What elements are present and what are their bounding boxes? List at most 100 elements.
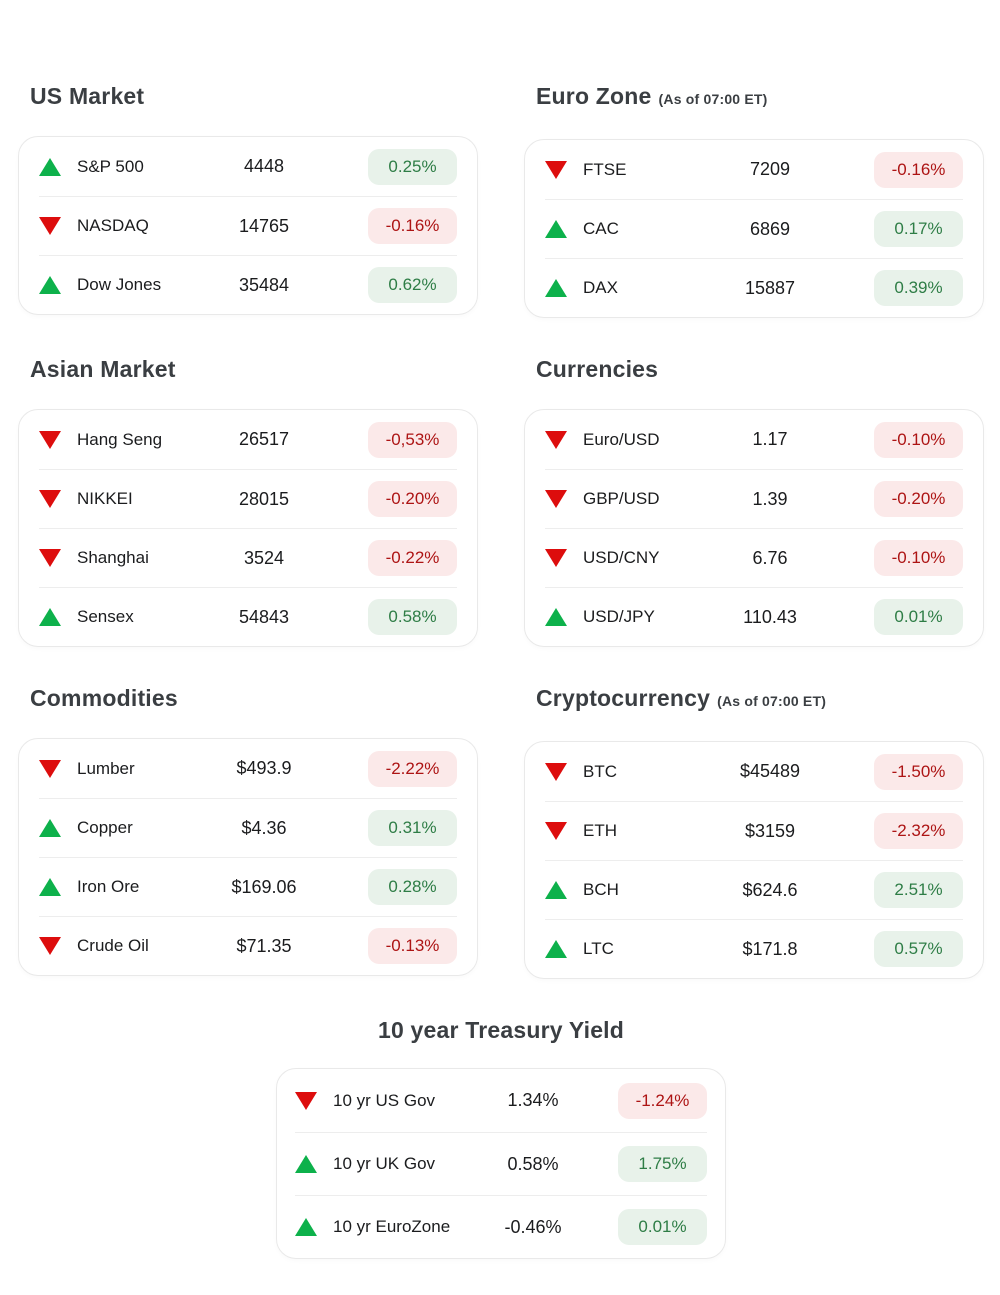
instrument-label: Lumber <box>77 758 135 778</box>
change-badge: -0.13% <box>368 928 457 964</box>
down-triangle-icon <box>545 160 567 179</box>
section-us-market: US Market S&P 500 4448 0.25% NASDAQ 1476… <box>18 82 478 318</box>
section-asian-market: Asian Market Hang Seng 26517 -0,53% NIKK… <box>18 355 478 647</box>
instrument-value: 0.58% <box>507 1153 559 1174</box>
change-badge: 0.25% <box>368 148 457 185</box>
up-triangle-icon <box>295 1155 317 1173</box>
instrument-label: LTC <box>583 939 614 958</box>
down-triangle-icon <box>39 759 61 778</box>
instrument-value: $624.6 <box>742 879 798 900</box>
down-triangle-icon <box>545 490 567 508</box>
instrument-value: 7209 <box>749 159 791 179</box>
change-badge: 0.62% <box>368 267 457 303</box>
instrument-label: Crude Oil <box>77 936 149 955</box>
change-badge: -0.20% <box>368 481 457 517</box>
row-dax: DAX 15887 0.39% <box>545 258 963 317</box>
instrument-label: Euro/USD <box>583 429 660 449</box>
up-triangle-icon <box>295 1218 317 1236</box>
instrument-label: Hang Seng <box>77 429 163 449</box>
instrument-label: 10 yr EuroZone <box>333 1217 451 1236</box>
row-10yr-eurozone: 10 yr EuroZone -0.46% 0.01% <box>295 1195 707 1258</box>
us-market-card: S&P 500 4448 0.25% NASDAQ 14765 -0.16% D… <box>18 136 478 315</box>
instrument-label: NIKKEI <box>77 489 133 508</box>
section-cryptocurrency: Cryptocurrency (As of 07:00 ET) BTC $4548… <box>524 684 984 979</box>
band-3: Commodities Lumber $493.9 -2.22% Copper … <box>18 684 984 979</box>
row-bch: BCH $624.6 2.51% <box>545 860 963 919</box>
asian-market-card: Hang Seng 26517 -0,53% NIKKEI 28015 -0.2… <box>18 409 478 647</box>
section-title-text: 10 year Treasury Yield <box>377 1017 625 1043</box>
band-2: Asian Market Hang Seng 26517 -0,53% NIKK… <box>18 355 984 647</box>
change-badge: 0.58% <box>368 599 457 635</box>
down-triangle-icon <box>39 549 61 567</box>
instrument-label: Sensex <box>77 607 134 626</box>
change-badge: 0.17% <box>874 211 963 247</box>
change-badge: -0.20% <box>874 481 963 517</box>
section-euro-zone: Euro Zone (As of 07:00 ET) FTSE 7209 -0.1… <box>524 82 984 318</box>
up-triangle-icon <box>545 940 567 958</box>
instrument-label: Copper <box>77 818 133 837</box>
row-eth: ETH $3159 -2.32% <box>545 801 963 860</box>
section-currencies: Currencies Euro/USD 1.17 -0.10% GBP/USD … <box>524 355 984 647</box>
section-title-text: Currencies <box>536 356 659 382</box>
instrument-label: DAX <box>583 278 618 297</box>
section-title-text: Asian Market <box>30 356 176 382</box>
section-treasury-yield: 10 year Treasury Yield 10 yr US Gov 1.34… <box>18 1016 984 1259</box>
change-badge: 0.01% <box>618 1209 707 1245</box>
down-triangle-icon <box>39 217 61 235</box>
row-10yr-us-gov: 10 yr US Gov 1.34% -1.24% <box>295 1069 707 1132</box>
change-badge: 0.57% <box>874 931 963 967</box>
row-copper: Copper $4.36 0.31% <box>39 798 457 857</box>
instrument-value: 6869 <box>749 218 791 239</box>
as-of-timestamp: (As of 07:00 ET) <box>717 693 827 709</box>
instrument-label: NASDAQ <box>77 216 149 235</box>
section-title-us-market: US Market <box>30 82 478 110</box>
section-title-text: Cryptocurrency <box>536 685 711 711</box>
change-badge: -0,53% <box>368 421 457 458</box>
instrument-value: $171.8 <box>742 938 798 959</box>
row-ltc: LTC $171.8 0.57% <box>545 919 963 978</box>
instrument-value: $3159 <box>744 820 796 841</box>
change-badge: -2.22% <box>368 750 457 787</box>
up-triangle-icon <box>39 878 61 896</box>
instrument-value: $45489 <box>739 761 801 781</box>
row-sensex: Sensex 54843 0.58% <box>39 587 457 646</box>
currencies-card: Euro/USD 1.17 -0.10% GBP/USD 1.39 -0.20%… <box>524 409 984 647</box>
up-triangle-icon <box>39 276 61 294</box>
instrument-label: CAC <box>583 219 619 238</box>
section-title-treasury-yield: 10 year Treasury Yield <box>18 1016 984 1044</box>
row-nasdaq: NASDAQ 14765 -0.16% <box>39 196 457 255</box>
change-badge: -0.22% <box>368 540 457 576</box>
down-triangle-icon <box>545 549 567 567</box>
instrument-label: 10 yr US Gov <box>333 1090 436 1110</box>
row-btc: BTC $45489 -1.50% <box>545 742 963 801</box>
up-triangle-icon <box>545 881 567 899</box>
row-usd-jpy: USD/JPY 110.43 0.01% <box>545 587 963 646</box>
row-10yr-uk-gov: 10 yr UK Gov 0.58% 1.75% <box>295 1132 707 1195</box>
change-badge: 0.39% <box>874 270 963 306</box>
section-title-text: US Market <box>30 83 145 109</box>
section-title-currencies: Currencies <box>536 355 984 383</box>
up-triangle-icon <box>39 608 61 626</box>
instrument-label: S&P 500 <box>77 156 144 176</box>
section-commodities: Commodities Lumber $493.9 -2.22% Copper … <box>18 684 478 979</box>
instrument-label: GBP/USD <box>583 489 660 508</box>
market-dashboard: US Market S&P 500 4448 0.25% NASDAQ 1476… <box>18 82 984 1259</box>
instrument-label: FTSE <box>583 159 627 179</box>
down-triangle-icon <box>545 822 567 840</box>
instrument-value: 4448 <box>243 156 285 176</box>
section-title-cryptocurrency: Cryptocurrency (As of 07:00 ET) <box>536 684 984 715</box>
instrument-label: Shanghai <box>77 548 149 567</box>
instrument-value: 1.17 <box>752 429 788 449</box>
change-badge: 0.01% <box>874 599 963 635</box>
section-title-text: Euro Zone <box>536 83 652 109</box>
instrument-value: 35484 <box>238 274 290 295</box>
instrument-value: 1.34% <box>507 1090 559 1110</box>
row-lumber: Lumber $493.9 -2.22% <box>39 739 457 798</box>
change-badge: 0.28% <box>368 869 457 905</box>
down-triangle-icon <box>295 1091 317 1110</box>
instrument-value: $493.9 <box>236 758 292 778</box>
row-shanghai: Shanghai 3524 -0.22% <box>39 528 457 587</box>
cryptocurrency-card: BTC $45489 -1.50% ETH $3159 -2.32% BCH $… <box>524 741 984 979</box>
row-nikkei: NIKKEI 28015 -0.20% <box>39 469 457 528</box>
instrument-label: Iron Ore <box>77 877 140 896</box>
